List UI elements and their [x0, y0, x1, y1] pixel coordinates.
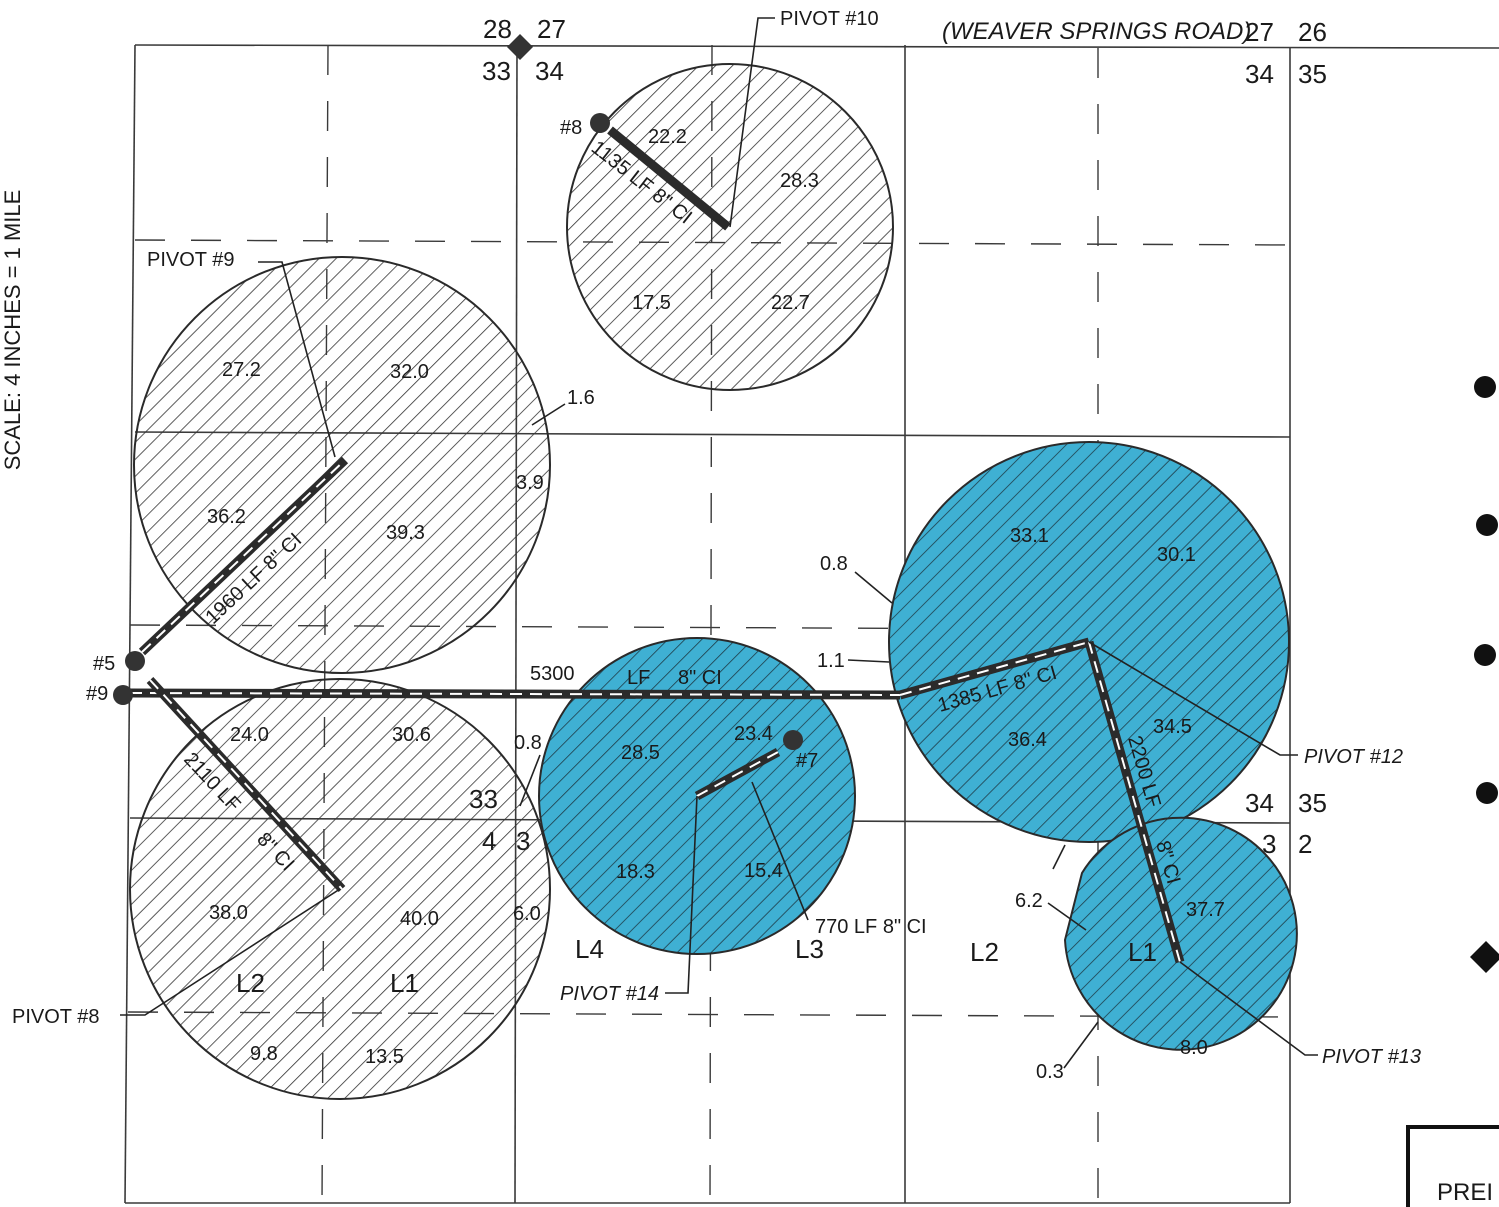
pivot-12-label: PIVOT #12: [1304, 746, 1403, 768]
svg-text:770 LF 8" CI: 770 LF 8" CI: [815, 916, 927, 938]
svg-text:1.1: 1.1: [817, 650, 845, 672]
svg-text:40.0: 40.0: [400, 908, 439, 930]
pivot-labels: PIVOT #10 PIVOT #9 PIVOT #8 PIVOT #14 PI…: [12, 8, 1421, 1068]
svg-text:37.7: 37.7: [1186, 899, 1225, 921]
road-label: (WEAVER SPRINGS ROAD): [942, 18, 1251, 45]
svg-text:8.0: 8.0: [1180, 1037, 1208, 1059]
svg-text:24.0: 24.0: [230, 724, 269, 746]
svg-text:27: 27: [537, 14, 566, 44]
svg-text:34.5: 34.5: [1153, 716, 1192, 738]
svg-text:L2: L2: [236, 968, 265, 998]
well-5-label: #5: [93, 653, 115, 675]
svg-text:2: 2: [1298, 829, 1312, 859]
svg-text:34: 34: [1245, 59, 1274, 89]
margin-bullets: [1470, 376, 1499, 973]
svg-text:18.3: 18.3: [616, 861, 655, 883]
svg-text:13.5: 13.5: [365, 1046, 404, 1068]
section-corner-marker: [507, 34, 533, 60]
svg-text:L1: L1: [1128, 937, 1157, 967]
svg-text:30.1: 30.1: [1157, 544, 1196, 566]
pivot-13: [1063, 816, 1298, 1051]
svg-text:36.2: 36.2: [207, 506, 246, 528]
svg-text:PREI: PREI: [1437, 1179, 1493, 1206]
svg-text:22.7: 22.7: [771, 292, 810, 314]
svg-text:6.0: 6.0: [513, 903, 541, 925]
svg-text:LF: LF: [627, 667, 650, 689]
svg-text:8" CI: 8" CI: [678, 667, 722, 689]
well-9-label: #9: [86, 683, 108, 705]
svg-text:17.5: 17.5: [632, 292, 671, 314]
svg-text:33: 33: [482, 56, 511, 86]
svg-text:36.4: 36.4: [1008, 729, 1047, 751]
pivot-13-label: PIVOT #13: [1322, 1046, 1421, 1068]
svg-text:35: 35: [1298, 788, 1327, 818]
svg-text:15.4: 15.4: [744, 860, 783, 882]
svg-text:3: 3: [1262, 829, 1276, 859]
acreage-values: 22.2 28.3 17.5 22.7 27.2 32.0 36.2 39.3 …: [207, 126, 1225, 1083]
svg-text:28.5: 28.5: [621, 742, 660, 764]
svg-text:30.6: 30.6: [392, 724, 431, 746]
svg-text:27.2: 27.2: [222, 359, 261, 381]
wells: #8 #5 #9 #7: [86, 113, 818, 772]
svg-text:28: 28: [483, 14, 512, 44]
svg-text:38.0: 38.0: [209, 902, 248, 924]
svg-text:5300: 5300: [530, 663, 575, 685]
svg-text:L4: L4: [575, 934, 604, 964]
svg-text:0.8: 0.8: [820, 553, 848, 575]
svg-text:35: 35: [1298, 59, 1327, 89]
pipelines: [129, 126, 1185, 964]
well-8-label: #8: [560, 117, 582, 139]
leader-lines: [120, 17, 1318, 1069]
svg-text:34: 34: [1245, 788, 1274, 818]
svg-text:0.8: 0.8: [514, 732, 542, 754]
title-block: PREI: [1406, 1125, 1499, 1207]
pivot-9-label: PIVOT #9: [147, 249, 234, 271]
pivot-14-label: PIVOT #14: [560, 983, 659, 1005]
svg-text:34: 34: [535, 56, 564, 86]
svg-text:0.3: 0.3: [1036, 1061, 1064, 1083]
svg-text:26: 26: [1298, 17, 1327, 47]
svg-text:23.4: 23.4: [734, 723, 773, 745]
pivot-10-label: PIVOT #10: [780, 8, 879, 30]
svg-text:27: 27: [1245, 17, 1274, 47]
svg-text:39.3: 39.3: [386, 522, 425, 544]
svg-text:6.2: 6.2: [1015, 890, 1043, 912]
well-7-label: #7: [796, 750, 818, 772]
scale-label: SCALE: 4 INCHES = 1 MILE: [0, 190, 25, 471]
svg-text:L2: L2: [970, 937, 999, 967]
svg-text:9.8: 9.8: [250, 1043, 278, 1065]
svg-text:L3: L3: [795, 934, 824, 964]
svg-text:L1: L1: [390, 968, 419, 998]
svg-text:33.1: 33.1: [1010, 525, 1049, 547]
svg-text:22.2: 22.2: [648, 126, 687, 148]
svg-text:1.6: 1.6: [567, 387, 595, 409]
pivot-8-label: PIVOT #8: [12, 1006, 99, 1028]
svg-text:32.0: 32.0: [390, 361, 429, 383]
svg-text:3.9: 3.9: [516, 472, 544, 494]
svg-text:28.3: 28.3: [780, 170, 819, 192]
